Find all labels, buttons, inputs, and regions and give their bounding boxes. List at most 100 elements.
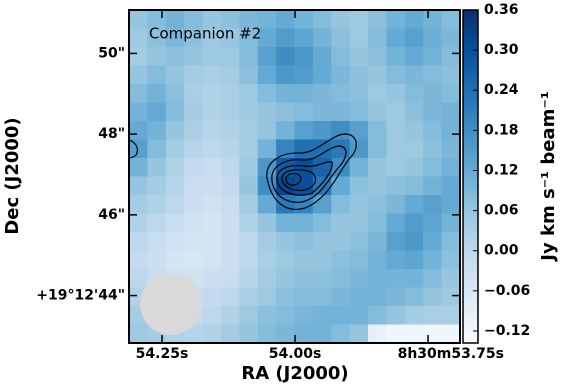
cell (220, 28, 240, 48)
colorbar-step (463, 148, 478, 153)
cell (239, 306, 259, 325)
cell (165, 139, 185, 159)
cell (276, 287, 295, 307)
cell (239, 269, 259, 288)
cell (349, 121, 369, 140)
cell (331, 10, 351, 29)
cell (368, 232, 387, 251)
cell (349, 176, 369, 196)
colorbar-step (463, 109, 478, 114)
colorbar-step (463, 287, 478, 291)
beam (140, 273, 202, 335)
cell (441, 213, 461, 233)
colorbar-step (463, 184, 478, 189)
y-tick-label: 50" (98, 45, 125, 61)
cell (147, 47, 167, 66)
cell (276, 121, 295, 140)
annotation: Companion #2 (149, 25, 261, 43)
cell (220, 84, 240, 103)
colorbar-step (463, 18, 478, 22)
cell (331, 269, 351, 288)
y-tick-label: +19°12'44" (36, 288, 125, 304)
colorbar-step (463, 29, 478, 33)
cell (386, 65, 406, 85)
colorbar-step (463, 207, 478, 211)
contour (281, 169, 317, 191)
colorbar-step (463, 179, 478, 183)
cell (220, 324, 240, 344)
cell (294, 306, 314, 325)
colorbar-step (463, 245, 478, 250)
cell (294, 102, 314, 122)
cell (331, 102, 351, 122)
cell (276, 65, 295, 85)
colorbar-step (463, 334, 478, 338)
colorbar-step (463, 154, 478, 158)
colorbar-step (463, 46, 478, 50)
cell (404, 65, 424, 85)
colorbar-step (463, 237, 478, 241)
cell (368, 47, 387, 66)
cell (294, 269, 314, 288)
cell (423, 269, 443, 288)
cell (276, 139, 295, 159)
cell (441, 269, 461, 288)
colorbar-frame (462, 9, 479, 344)
cell (386, 324, 406, 344)
cell (294, 213, 314, 233)
cell (220, 213, 240, 233)
cell (386, 84, 406, 103)
cell (404, 176, 424, 196)
colorbar-step (463, 323, 478, 327)
cell (257, 139, 277, 159)
cell (220, 269, 240, 288)
cell (441, 84, 461, 103)
cell (276, 324, 295, 344)
contours (128, 133, 357, 210)
colorbar-step (463, 295, 478, 300)
cell (220, 250, 240, 270)
x-tick-label: 8h30m53.75s (398, 346, 504, 362)
x-tick-label: 54.00s (269, 346, 322, 362)
colorbar-step (463, 79, 478, 83)
cell (165, 250, 185, 270)
colorbar-label: Jy km s⁻¹ beam⁻¹ (538, 91, 559, 262)
cell (349, 269, 369, 288)
colorbar-step (463, 32, 478, 36)
cell (349, 195, 369, 214)
colorbar-step (463, 270, 478, 275)
colorbar-step (463, 68, 478, 72)
cell (331, 158, 351, 177)
cell (202, 102, 222, 122)
colorbar-step (463, 304, 478, 308)
colorbar-step (463, 220, 478, 225)
cell (294, 28, 314, 48)
y-axis-label: Dec (J2000) (2, 117, 23, 234)
colorbar-step (463, 268, 478, 272)
cell (294, 176, 314, 196)
cell (331, 324, 351, 344)
cell (202, 232, 222, 251)
colorbar-step (463, 40, 478, 44)
cell (312, 250, 332, 270)
cell (331, 65, 351, 85)
cell (368, 84, 387, 103)
cell (147, 28, 167, 48)
cell (294, 65, 314, 85)
cell (220, 287, 240, 307)
cell (147, 176, 167, 196)
cell (404, 269, 424, 288)
colorbar-step (463, 93, 478, 97)
colorbar-step (463, 126, 478, 130)
cell (202, 28, 222, 48)
colorbar-step (463, 262, 478, 266)
colorbar-step (463, 170, 478, 175)
cell (349, 232, 369, 251)
cell (202, 287, 222, 307)
colorbar-step (463, 159, 478, 164)
cell (331, 213, 351, 233)
colorbar-step (463, 329, 478, 333)
cell (257, 121, 277, 140)
cell (423, 10, 443, 29)
cell (129, 102, 148, 122)
